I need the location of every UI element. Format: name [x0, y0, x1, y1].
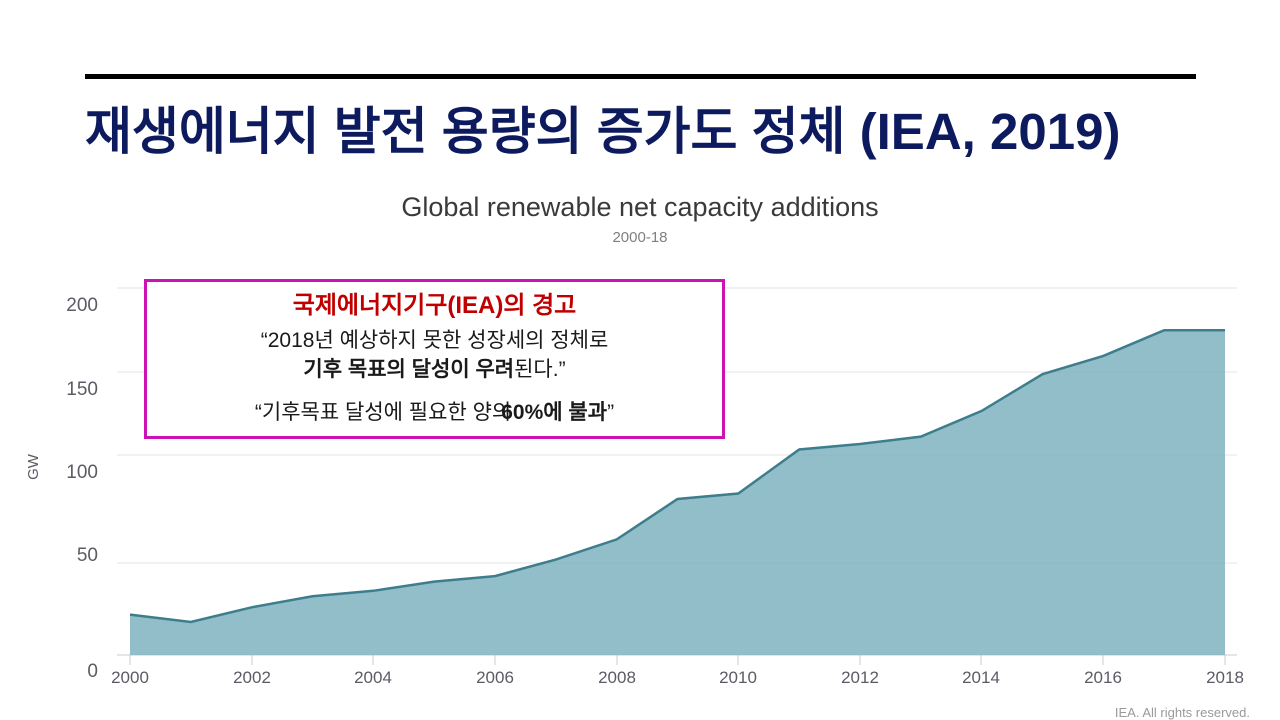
svg-text:GW: GW	[25, 453, 42, 480]
svg-text:2010: 2010	[719, 668, 757, 687]
svg-text:150: 150	[66, 379, 98, 400]
svg-text:2004: 2004	[354, 668, 392, 687]
svg-text:200: 200	[66, 295, 98, 316]
svg-text:100: 100	[66, 462, 98, 483]
svg-text:2012: 2012	[841, 668, 879, 687]
svg-text:2014: 2014	[962, 668, 1000, 687]
svg-text:2008: 2008	[598, 668, 636, 687]
svg-text:2002: 2002	[233, 668, 271, 687]
svg-text:2016: 2016	[1084, 668, 1122, 687]
svg-text:2000: 2000	[111, 668, 149, 687]
svg-text:2018: 2018	[1206, 668, 1244, 687]
svg-text:0: 0	[87, 661, 98, 682]
svg-text:50: 50	[77, 545, 98, 566]
svg-text:2006: 2006	[476, 668, 514, 687]
